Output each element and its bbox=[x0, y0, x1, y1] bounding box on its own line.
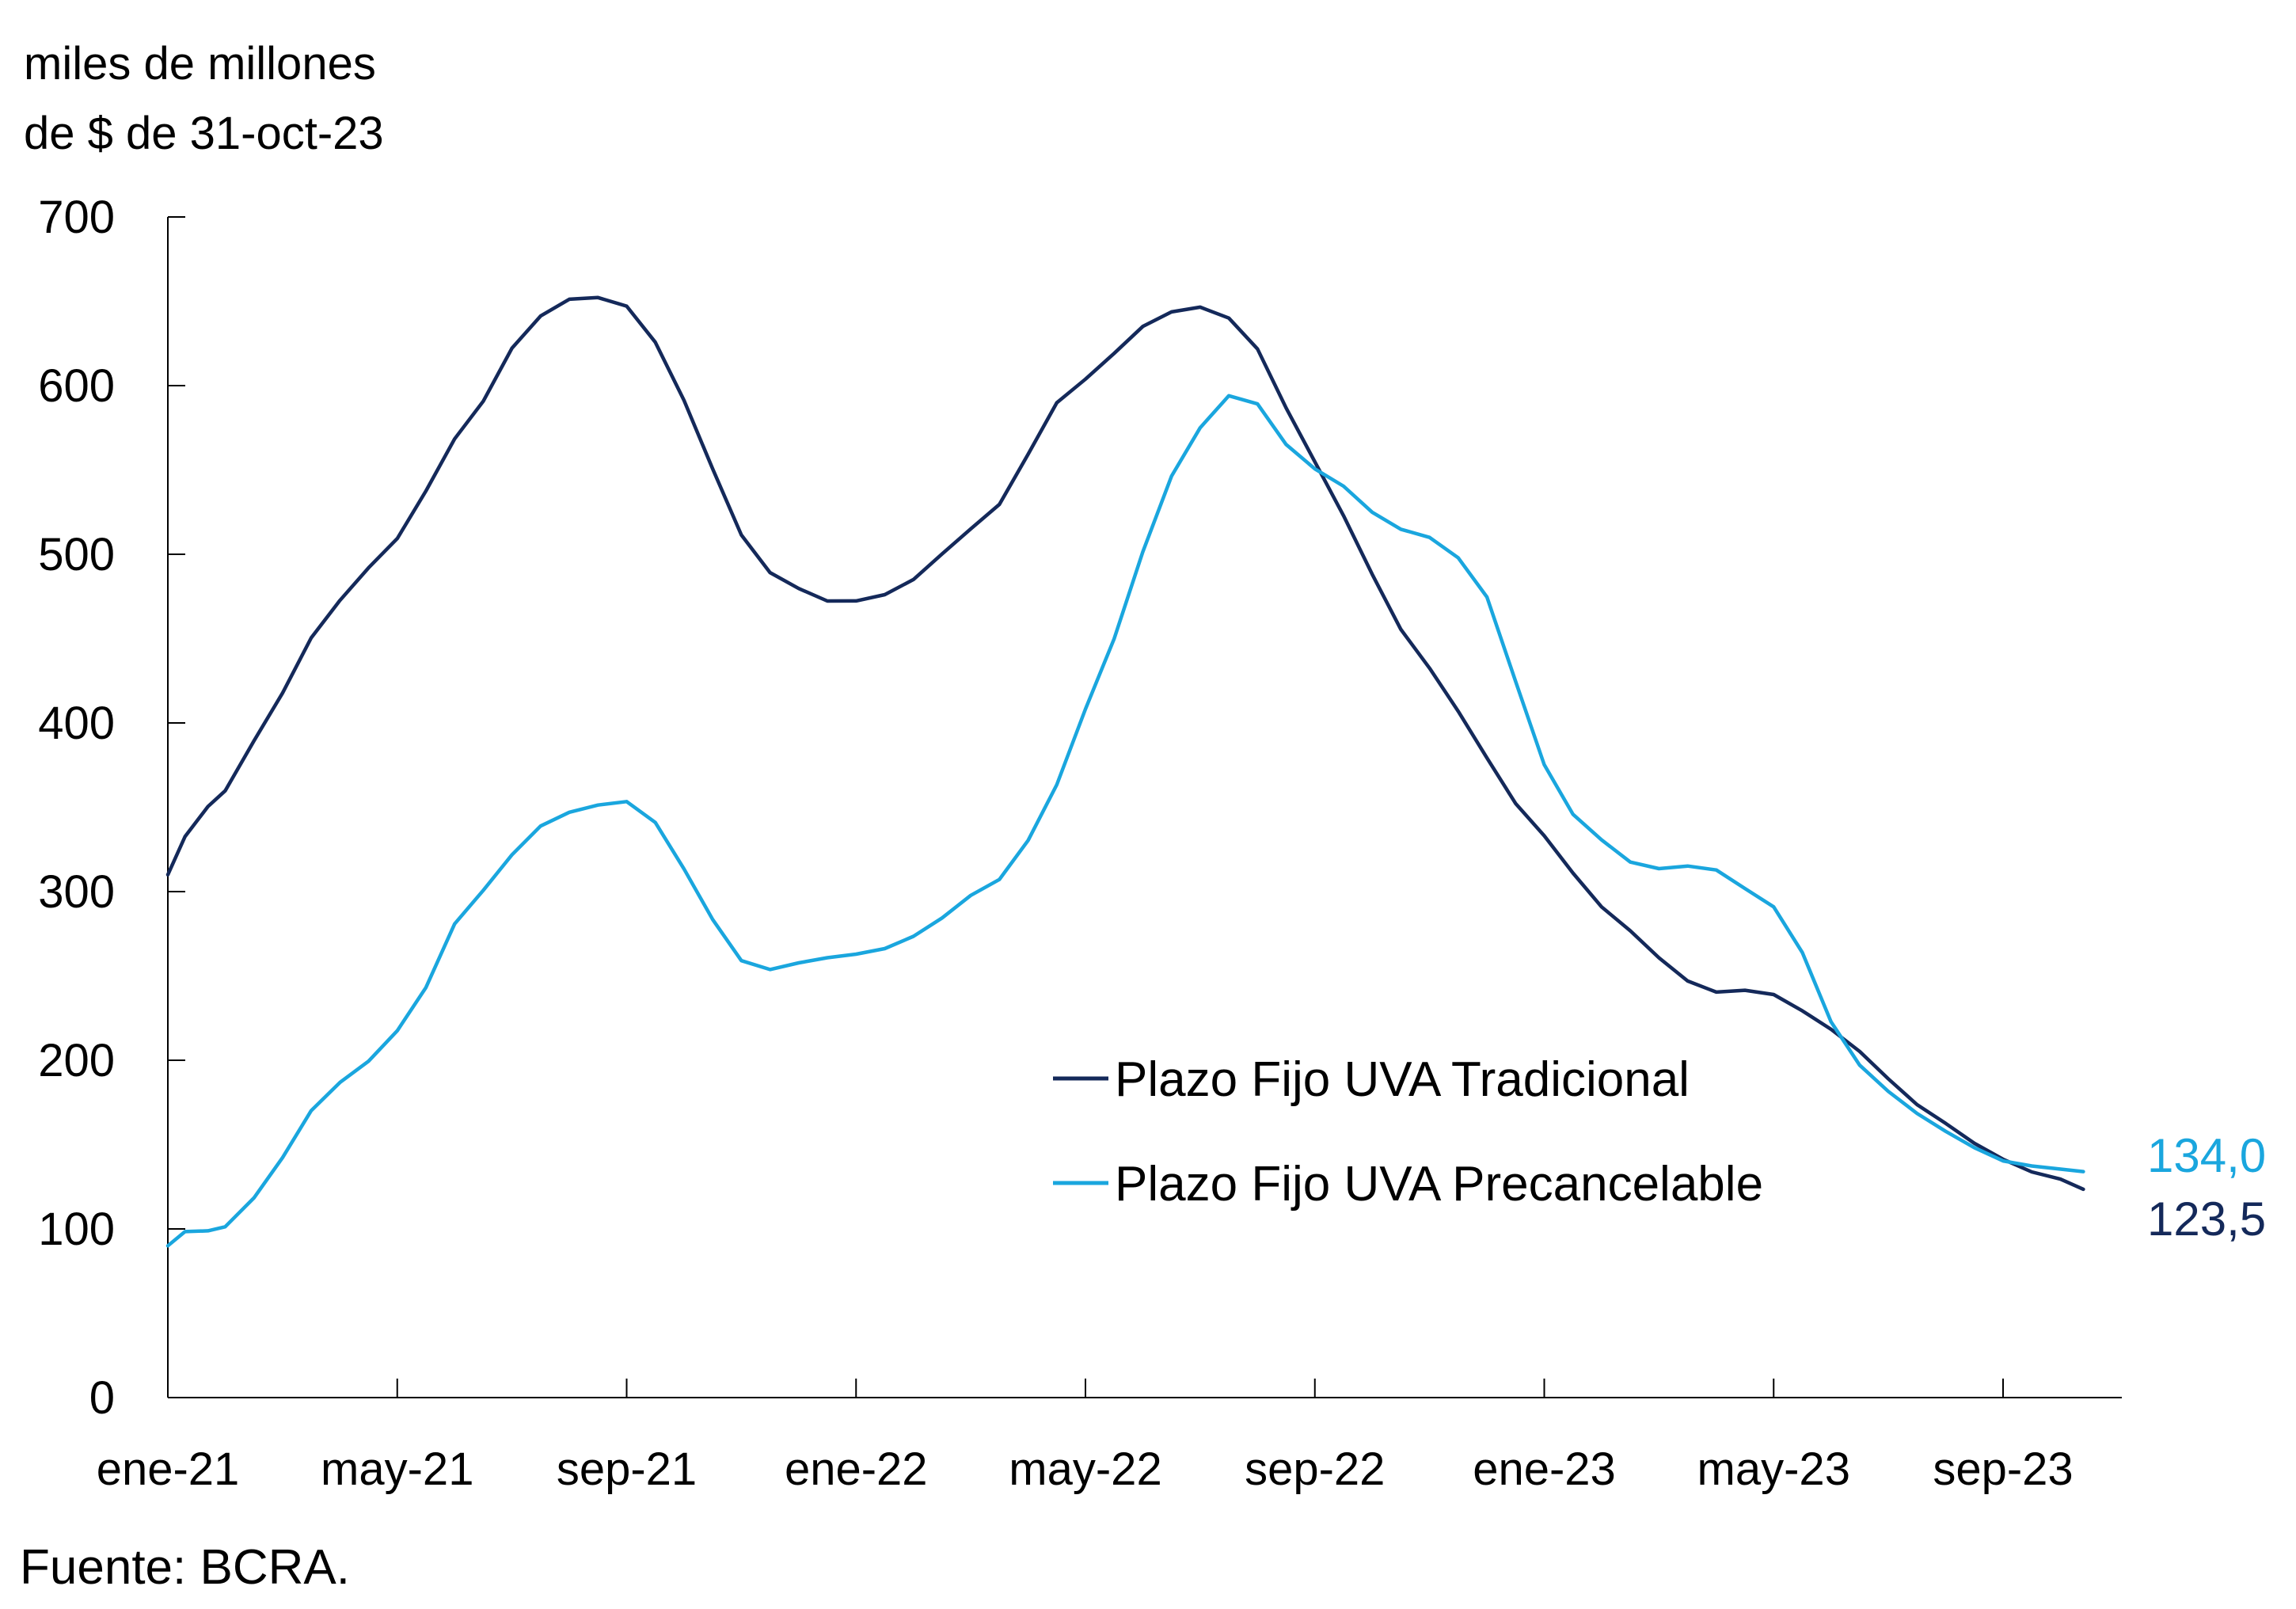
x-tick-label: sep-21 bbox=[557, 1444, 697, 1495]
y-tick-label: 700 bbox=[38, 192, 115, 243]
series-layer bbox=[165, 295, 2085, 1248]
y-tick-label: 600 bbox=[38, 360, 115, 412]
source-note: Fuente: BCRA. bbox=[20, 1540, 350, 1595]
legend-label-precancelable: Plazo Fijo UVA Precancelable bbox=[1115, 1157, 1763, 1212]
x-tick-label: may-23 bbox=[1697, 1444, 1850, 1495]
series-line-precancelable bbox=[165, 394, 2085, 1248]
y-axis-title-line-2: de $ de 31-oct-23 bbox=[24, 108, 384, 159]
x-tick-label: may-21 bbox=[321, 1444, 473, 1495]
y-axis-title-line-1: miles de millones bbox=[24, 38, 376, 89]
legend-label-tradicional: Plazo Fijo UVA Tradicional bbox=[1115, 1052, 1690, 1107]
y-tick-label: 100 bbox=[38, 1204, 115, 1255]
x-tick-label: ene-23 bbox=[1473, 1444, 1616, 1495]
end-label-precancelable: 134,0 bbox=[2147, 1129, 2266, 1182]
x-tick-label: ene-21 bbox=[97, 1444, 240, 1495]
x-tick-label: sep-22 bbox=[1245, 1444, 1385, 1495]
x-tick-label: sep-23 bbox=[1933, 1444, 2073, 1495]
end-label-tradicional: 123,5 bbox=[2147, 1192, 2266, 1246]
series-line-tradicional bbox=[165, 295, 2085, 1192]
y-tick-label: 300 bbox=[38, 866, 115, 918]
y-tick-label: 500 bbox=[38, 529, 115, 580]
x-axis: ene-21 may-21 sep-21 ene-22 may-22 sep-22 ene-… bbox=[97, 1379, 2122, 1495]
y-tick-label: 0 bbox=[89, 1372, 115, 1424]
y-axis: 0 100 200 300 400 500 600 700 bbox=[38, 192, 185, 1424]
y-tick-label: 200 bbox=[38, 1035, 115, 1086]
y-tick-label: 400 bbox=[38, 698, 115, 749]
legend: Plazo Fijo UVA Tradicional Plazo Fijo UV… bbox=[1053, 1052, 1763, 1212]
x-tick-label: may-22 bbox=[1009, 1444, 1161, 1495]
x-tick-label: ene-22 bbox=[785, 1444, 928, 1495]
